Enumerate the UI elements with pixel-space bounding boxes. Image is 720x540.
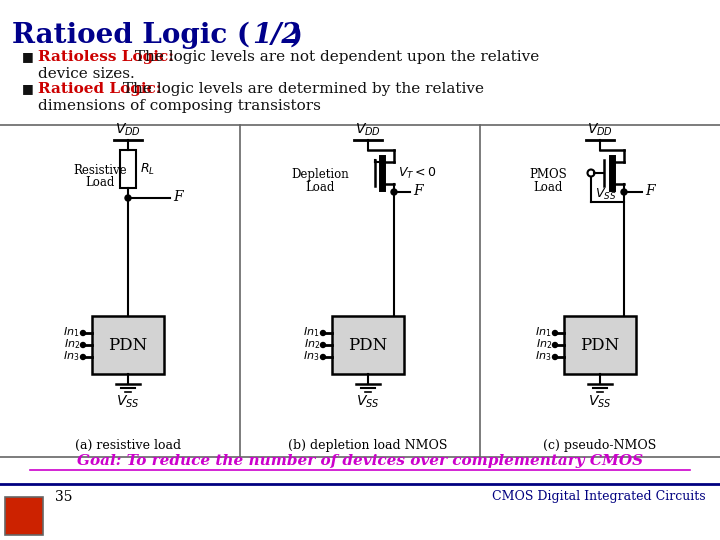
Text: Load: Load [85,176,114,189]
Text: $V_{SS}$: $V_{SS}$ [595,187,616,202]
Circle shape [621,189,627,195]
Circle shape [81,342,86,348]
Text: $In_3$: $In_3$ [63,349,80,363]
Text: $In_1$: $In_1$ [303,325,320,339]
Text: Load: Load [305,181,335,194]
Circle shape [81,330,86,335]
Circle shape [391,189,397,195]
Text: The logic levels are determined by the relative: The logic levels are determined by the r… [118,82,484,96]
Circle shape [320,330,325,335]
Text: Ratioed Logic:: Ratioed Logic: [38,82,161,96]
Bar [7,515,41,533]
Text: F: F [173,190,183,204]
Text: F: F [645,184,654,198]
Text: F: F [413,184,423,198]
Text: Ratioless Logic:: Ratioless Logic: [38,50,174,64]
Text: (b) depletion load NMOS: (b) depletion load NMOS [288,439,448,452]
Text: Depletion: Depletion [291,168,349,181]
Text: ■: ■ [22,50,34,63]
Text: Ratioed Logic (: Ratioed Logic ( [12,22,250,49]
Text: $V_{DD}$: $V_{DD}$ [355,122,381,138]
Circle shape [125,195,131,201]
Text: $V_T < 0$: $V_T < 0$ [398,165,437,180]
Circle shape [552,342,557,348]
Circle shape [552,354,557,360]
Text: Load: Load [534,181,563,194]
Text: $In_2$: $In_2$ [536,337,552,351]
Bar [5,497,43,535]
Text: $R_L$: $R_L$ [140,161,155,177]
Text: $V_{DD}$: $V_{DD}$ [587,122,613,138]
Text: PDN: PDN [109,336,148,354]
Bar [564,316,636,374]
Text: Goal: To reduce the number of devices over complementary CMOS: Goal: To reduce the number of devices ov… [77,454,643,468]
Text: The logic levels are not dependent upon the relative: The logic levels are not dependent upon … [130,50,539,64]
Bar [92,316,164,374]
Text: (a) resistive load: (a) resistive load [75,439,181,452]
Circle shape [81,354,86,360]
Text: $In_1$: $In_1$ [536,325,552,339]
Text: $V_{SS}$: $V_{SS}$ [356,394,379,410]
Text: PDN: PDN [348,336,387,354]
Text: ): ) [290,22,303,49]
Text: 1/2: 1/2 [252,22,301,49]
Bar [332,316,404,374]
Text: PMOS: PMOS [529,168,567,181]
Text: $In_2$: $In_2$ [63,337,80,351]
Bar [120,150,136,188]
Text: device sizes.: device sizes. [38,67,135,81]
Text: $V_{DD}$: $V_{DD}$ [115,122,141,138]
Circle shape [320,342,325,348]
Text: Resistive: Resistive [73,164,127,177]
Text: ■: ■ [22,82,34,95]
Text: dimensions of composing transistors: dimensions of composing transistors [38,99,321,113]
Text: $In_2$: $In_2$ [304,337,320,351]
Text: $In_3$: $In_3$ [303,349,320,363]
Text: $In_3$: $In_3$ [536,349,552,363]
Text: (c) pseudo-NMOS: (c) pseudo-NMOS [544,439,657,452]
Circle shape [552,330,557,335]
Circle shape [320,354,325,360]
Text: $V_{SS}$: $V_{SS}$ [588,394,612,410]
Text: PDN: PDN [580,336,620,354]
Text: $In_1$: $In_1$ [63,325,80,339]
Text: CMOS Digital Integrated Circuits: CMOS Digital Integrated Circuits [492,490,706,503]
Text: 35: 35 [55,490,73,504]
Text: $V_{SS}$: $V_{SS}$ [116,394,140,410]
